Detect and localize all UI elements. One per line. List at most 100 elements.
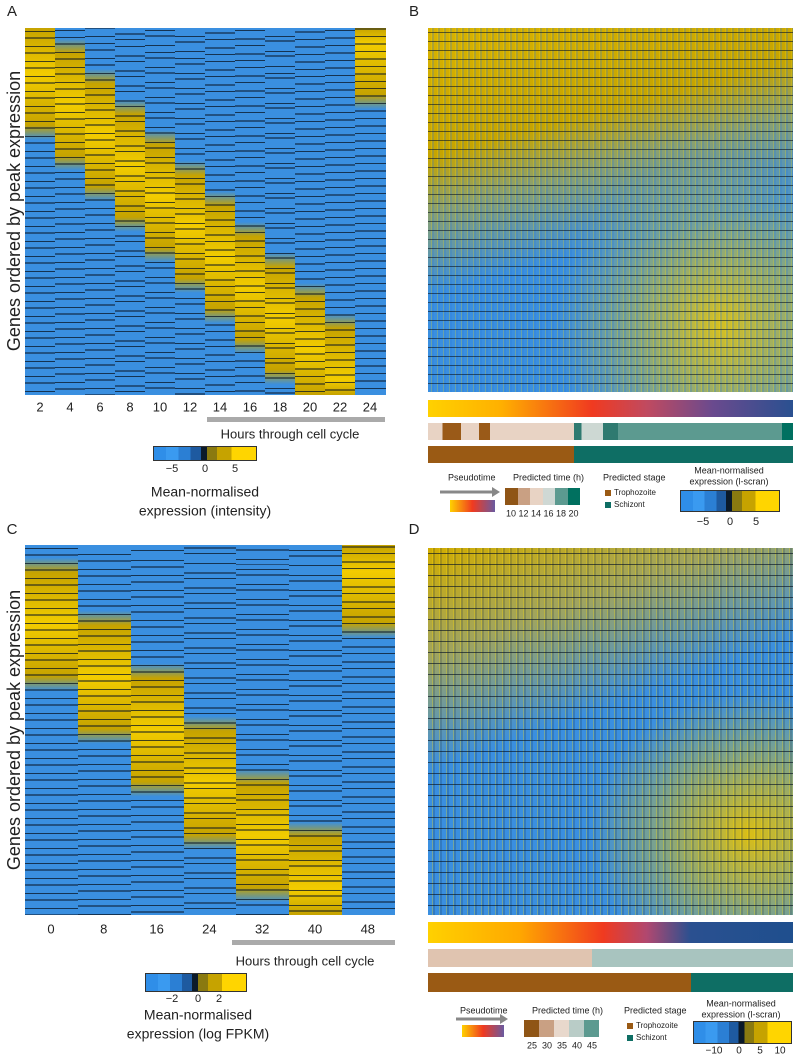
time-swatch (524, 1020, 539, 1037)
colorbar-tick: 0 (195, 993, 201, 1005)
colorbar-tick: 0 (727, 516, 733, 528)
colorbar-tick: 0 (736, 1046, 742, 1057)
legend-tick: 35 (557, 1040, 567, 1050)
x-tick-label: 16 (243, 399, 257, 414)
x-tick-label: 10 (153, 399, 167, 414)
x-tick-label: 22 (333, 399, 347, 414)
x-tick-label: 16 (149, 921, 163, 936)
predicted-time-bar (428, 423, 793, 440)
x-tick-label: 12 (183, 399, 197, 414)
x-axis-label: Hours through cell cycle (236, 953, 375, 968)
time-swatch (567, 488, 580, 505)
heatmap-b (428, 28, 793, 392)
grey-bar (207, 417, 385, 422)
x-tick-label: 40 (308, 921, 322, 936)
legend-tick: 14 (531, 508, 541, 518)
stage-swatch (605, 502, 611, 508)
pseudotime-swatch (462, 1025, 504, 1037)
legend-title: Pseudotime (448, 472, 496, 482)
time-swatch (554, 1020, 569, 1037)
x-tick-label: 0 (47, 921, 54, 936)
colorbar (145, 973, 247, 992)
legend-tick: 16 (543, 508, 553, 518)
predicted-time-bar (428, 949, 793, 967)
heatmap-column (265, 28, 296, 395)
heatmap-column (236, 545, 290, 915)
y-axis-label: Genes ordered by peak expression (4, 71, 24, 351)
x-tick-label: 20 (303, 399, 317, 414)
time-swatch (584, 1020, 599, 1037)
x-tick-label: 8 (126, 399, 133, 414)
time-swatch (569, 1020, 584, 1037)
x-tick-label: 48 (361, 921, 375, 936)
stage-swatch (605, 490, 611, 496)
grey-bar (232, 940, 395, 945)
colorbar-label: Mean-normalised (706, 998, 776, 1008)
colorbar-tick: −2 (166, 993, 179, 1005)
legend-tick: 12 (518, 508, 528, 518)
legend-tick: 45 (587, 1040, 597, 1050)
time-swatch (542, 488, 555, 505)
colorbar-label: Mean-normalised (144, 1007, 252, 1023)
legend-tick: 10 (506, 508, 516, 518)
predicted-stage-bar (428, 973, 793, 992)
colorbar-label: expression (l-scran) (701, 1009, 780, 1019)
pseudotime-bar (428, 922, 793, 943)
time-swatch (530, 488, 543, 505)
colorbar-label: expression (log FPKM) (127, 1026, 269, 1042)
time-swatch (505, 488, 518, 505)
x-tick-label: 18 (273, 399, 287, 414)
x-tick-label: 24 (202, 921, 216, 936)
heatmap-column (25, 28, 56, 395)
colorbar (680, 490, 780, 512)
legend-tick: 40 (572, 1040, 582, 1050)
colorbar-tick: 5 (232, 463, 238, 475)
x-tick-label: 2 (36, 399, 43, 414)
colorbar-label: expression (l-scran) (689, 476, 768, 486)
heatmap-column (77, 545, 132, 915)
time-swatch (517, 488, 530, 505)
legend-tick: 20 (568, 508, 578, 518)
x-axis-label: Hours through cell cycle (221, 426, 360, 441)
heatmap-column (183, 545, 237, 915)
pseudotime-swatch (450, 500, 495, 512)
heatmap-column (145, 28, 176, 395)
legend-item: Trophozoite (614, 488, 657, 497)
stage-swatch (627, 1023, 633, 1029)
time-swatch (539, 1020, 554, 1037)
legend-title: Predicted time (h) (513, 472, 584, 482)
heatmap-column (295, 28, 326, 395)
legend-tick: 30 (542, 1040, 552, 1050)
arrow-head (500, 1014, 508, 1024)
legend-tick: 18 (556, 508, 566, 518)
colorbar-label: expression (intensity) (139, 503, 271, 519)
colorbar-tick: 0 (202, 463, 208, 475)
heatmap-column (55, 28, 86, 395)
stage-swatch (627, 1035, 633, 1041)
heatmap-column (115, 28, 146, 395)
legend-tick: 25 (527, 1040, 537, 1050)
panel-label: A (7, 3, 17, 20)
x-tick-label: 32 (255, 921, 269, 936)
colorbar-tick: 5 (757, 1046, 763, 1057)
heatmap-d (428, 548, 793, 915)
heatmap-column (25, 545, 79, 915)
legend-title: Pseudotime (460, 1005, 508, 1015)
heatmap-column (130, 545, 185, 915)
colorbar (693, 1021, 792, 1044)
heatmap-column (205, 28, 236, 395)
colorbar-tick: 5 (753, 516, 759, 528)
heatmap-column (175, 28, 206, 395)
colorbar-tick: 10 (774, 1046, 786, 1057)
pseudotime-bar (428, 400, 793, 417)
legend-title: Predicted stage (624, 1005, 687, 1015)
legend-item: Schizont (614, 500, 645, 509)
heatmap-column (355, 28, 386, 395)
predicted-stage-bar (428, 446, 793, 463)
panel-label: D (409, 521, 420, 538)
legend-title: Predicted time (h) (532, 1005, 603, 1015)
heatmap-column (235, 28, 266, 395)
arrow-head (492, 487, 500, 497)
